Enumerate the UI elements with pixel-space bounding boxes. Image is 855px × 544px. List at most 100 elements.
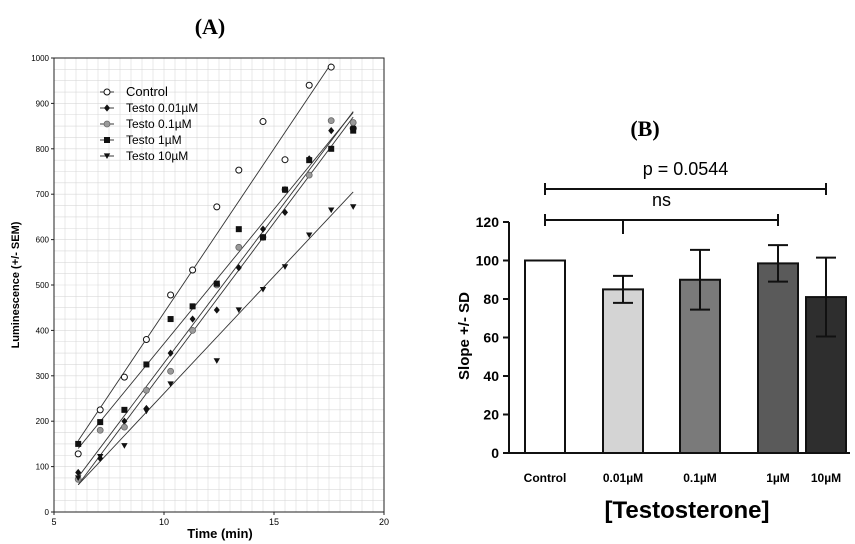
trendline-testo-0-1-m: [77, 116, 354, 486]
panel-a-label: (A): [195, 14, 226, 39]
y-tick-label: 600: [36, 236, 50, 245]
point-testo-1-m: [213, 280, 220, 287]
point-testo-1-m: [350, 127, 357, 134]
panel-a-x-axis-label: Time (min): [187, 526, 253, 541]
point-testo-10-m: [121, 443, 128, 449]
point-testo-1-m: [189, 303, 196, 310]
point-testo-1-m: [328, 145, 335, 152]
point-testo-0-1-m: [235, 243, 243, 251]
point-testo-0-01-m: [328, 127, 335, 135]
bar-0-01-m: [602, 288, 644, 454]
panel-a-y-axis-label: Luminescence (+/- SEM): [10, 221, 22, 348]
legend-marker-testo-10-m: [103, 153, 111, 159]
y-tick-label: 800: [36, 145, 50, 154]
y-tick-label: 120: [476, 214, 500, 230]
bar-1-m: [757, 262, 799, 455]
point-testo-0-1-m: [167, 367, 175, 375]
panel-b-y-ticks: 0 20 40 60 80 100 120: [476, 214, 509, 461]
point-testo-1-m: [260, 234, 266, 241]
legend-marker-testo-0-1-m: [103, 120, 111, 128]
x-tick-label-1-m: 1µM: [766, 471, 790, 485]
point-testo-10-m: [306, 232, 313, 239]
point-testo-0-01-m: [143, 404, 150, 413]
point-testo-10-m: [328, 207, 335, 214]
point-testo-10-m: [167, 381, 174, 387]
y-tick-label: 700: [36, 190, 50, 199]
point-testo-0-1-m: [305, 171, 313, 179]
panel-b-significance: p = 0.0544 ns: [544, 159, 827, 234]
trendline-testo-1-m: [77, 112, 354, 449]
point-testo-1-m: [235, 226, 242, 233]
trendline-testo-10-m: [77, 191, 354, 486]
point-testo-1-m: [121, 406, 128, 413]
x-tick-label-control: Control: [524, 471, 567, 485]
legend-label-testo-1-m: Testo 1µM: [126, 133, 182, 147]
point-testo-1-m: [282, 186, 288, 193]
point-testo-0-1-m: [121, 423, 128, 431]
x-tick-label: 15: [269, 517, 279, 527]
panel-a-x-ticks: 5 10 15 20: [51, 512, 389, 527]
legend-marker-testo-1-m: [104, 137, 110, 143]
point-testo-1-m: [306, 157, 313, 164]
y-tick-label: 500: [36, 281, 50, 290]
point-testo-1-m: [143, 361, 150, 368]
point-testo-0-1-m: [142, 386, 150, 394]
point-control: [167, 291, 175, 299]
x-tick-label-10-m: 10µM: [811, 471, 841, 485]
legend-marker-testo-0-01-m: [104, 104, 110, 112]
panel-b-bars: [524, 259, 847, 455]
point-control: [305, 81, 313, 89]
x-tick-label: 5: [51, 517, 56, 527]
point-testo-10-m: [259, 286, 267, 293]
y-tick-label: 20: [483, 407, 499, 423]
panel-b-x-axis-label: [Testosterone]: [605, 497, 770, 524]
y-tick-label: 900: [36, 99, 50, 108]
panel-b-x-ticks: Control 0.01µM 0.1µM 1µM 10µM: [524, 471, 841, 485]
point-testo-1-m: [97, 419, 104, 426]
point-testo-10-m: [350, 204, 357, 210]
point-testo-10-m: [97, 454, 104, 460]
legend-marker-control: [103, 88, 111, 96]
x-tick-label: 10: [159, 517, 169, 527]
panel-b-error-bars: [613, 244, 836, 338]
significance-label-ns: ns: [652, 190, 671, 210]
point-testo-0-1-m: [349, 119, 357, 126]
point-testo-1-m: [167, 316, 174, 323]
point-testo-0-1-m: [96, 426, 104, 434]
panel-a: (A) 5 10 15 20 0 100 200 300 400 500 600 700 800 900…: [10, 14, 389, 541]
point-testo-10-m: [75, 475, 82, 481]
y-tick-label: 80: [483, 291, 499, 307]
panel-b-y-axis-label: Slope +/- SD: [456, 292, 473, 380]
panel-b-label: (B): [630, 116, 659, 141]
legend-label-testo-0-1-m: Testo 0.1µM: [126, 117, 192, 131]
point-control: [259, 118, 267, 126]
point-testo-0-1-m: [327, 117, 335, 125]
x-tick-label-0-1-m: 0.1µM: [683, 471, 717, 485]
point-testo-0-01-m: [167, 349, 174, 357]
y-tick-label: 300: [36, 372, 50, 381]
point-testo-0-1-m: [189, 326, 197, 334]
point-testo-10-m: [235, 307, 242, 313]
panel-a-y-ticks: 0 100 200 300 400 500 600 700 800 900 1000: [31, 54, 54, 517]
y-tick-label: 200: [36, 417, 50, 426]
bar-control: [524, 259, 566, 454]
point-testo-10-m: [143, 408, 150, 415]
y-tick-label: 0: [491, 445, 499, 461]
point-control: [281, 156, 289, 164]
point-testo-0-01-m: [260, 225, 266, 233]
point-testo-0-01-m: [213, 306, 220, 314]
y-tick-label: 1000: [31, 54, 49, 63]
point-testo-1-m: [75, 440, 82, 447]
x-tick-label-0-01-m: 0.01µM: [603, 471, 643, 485]
point-testo-0-01-m: [75, 468, 82, 477]
y-tick-label: 100: [36, 463, 50, 472]
y-tick-label: 40: [483, 368, 499, 384]
y-tick-label: 400: [36, 326, 50, 335]
legend-label-control: Control: [126, 84, 168, 99]
point-testo-10-m: [213, 358, 220, 364]
y-tick-label: 60: [483, 330, 499, 346]
point-testo-10-m: [281, 264, 289, 270]
panel-b: (B) p = 0.0544 ns 0 20 40 60 80 100 120 Control…: [456, 116, 850, 524]
y-tick-label: 0: [45, 508, 50, 517]
